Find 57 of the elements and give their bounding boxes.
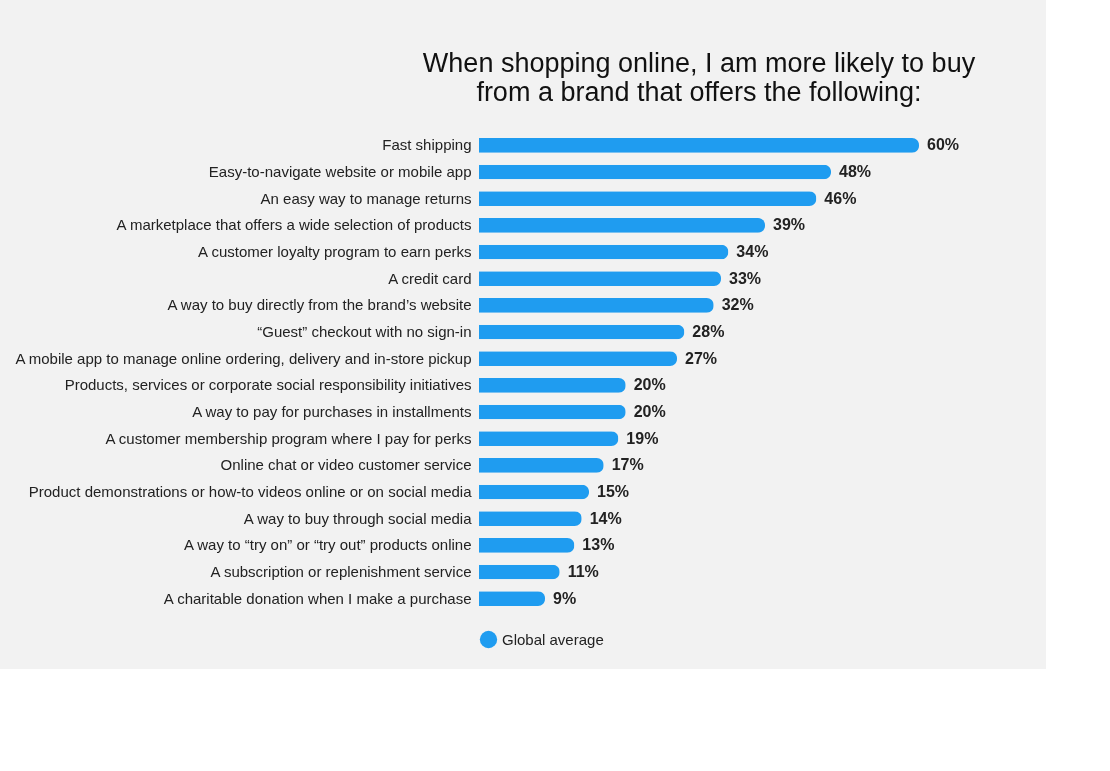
data-label: 15%: [597, 483, 630, 500]
bar: [479, 378, 626, 393]
y-tick-label: Online chat or video customer service: [220, 456, 472, 474]
bar: [479, 404, 626, 420]
y-tick-label: A customer loyalty program to earn perks: [198, 243, 472, 260]
bar: [479, 298, 714, 313]
y-tick-label: A way to buy through social media: [243, 509, 473, 527]
y-tick-label: Products, services or corporate social responsibility initiatives: [64, 376, 472, 394]
text: from a brand that offers the following:: [476, 77, 922, 107]
y-tick-label: A mobile app to manage online ordering, delivery and in-store pickup: [15, 349, 472, 367]
data-label: 48%: [839, 163, 872, 180]
data-label: 39%: [773, 216, 806, 234]
data-label: 19%: [626, 429, 659, 447]
y-tick-label: A credit card: [388, 269, 472, 287]
data-label: 9%: [553, 589, 577, 607]
legend-label: Global average: [502, 630, 604, 648]
y-tick-label: A way to “try on” or “try out” products online: [183, 536, 472, 554]
text: When shopping online, I am more likely to buy: [422, 48, 976, 78]
y-tick-label: Easy-to-navigate website or mobile app: [208, 163, 472, 180]
bar: [479, 591, 545, 606]
data-label: 20%: [633, 403, 666, 420]
data-label: 13%: [582, 536, 615, 554]
y-tick-label: A way to pay for purchases in installments: [192, 403, 472, 420]
data-label: 14%: [589, 509, 622, 527]
y-tick-label: Product demonstrations or how-to videos online or on social media: [28, 483, 473, 500]
data-label: 46%: [824, 189, 857, 207]
y-tick-label: “Guest” checkout with no sign-in: [257, 323, 472, 340]
y-tick-label: A subscription or replenishment service: [210, 563, 472, 580]
bar: [479, 324, 685, 340]
bar: [479, 564, 560, 580]
bar: [479, 191, 817, 206]
bar: [479, 351, 677, 366]
y-tick-label: Fast shipping: [382, 136, 472, 154]
y-tick-label: A way to buy directly from the brand’s website: [167, 296, 472, 314]
bar: [479, 458, 604, 473]
bar: [479, 138, 919, 153]
y-tick-label: A marketplace that offers a wide selection of products: [116, 216, 472, 234]
data-label: 20%: [633, 376, 666, 394]
data-label: 17%: [611, 456, 644, 474]
data-label: 27%: [685, 349, 718, 367]
y-tick-label: A charitable donation when I make a purchase: [163, 589, 472, 607]
data-label: 28%: [692, 323, 725, 340]
data-label: 32%: [721, 296, 754, 314]
data-label: 33%: [729, 269, 762, 287]
y-tick-label: An easy way to manage returns: [260, 189, 472, 207]
bar: [479, 244, 729, 260]
bar: [479, 538, 575, 553]
data-label: 34%: [736, 243, 769, 260]
y-tick-label: A customer membership program where I pay for perks: [105, 429, 472, 447]
bar: [479, 511, 582, 526]
bar: [479, 271, 721, 286]
bar: [479, 218, 765, 233]
bar: [479, 164, 831, 180]
bar: [479, 484, 589, 500]
data-label: 11%: [567, 563, 599, 580]
data-label: 60%: [927, 136, 960, 154]
bar: [479, 431, 619, 446]
